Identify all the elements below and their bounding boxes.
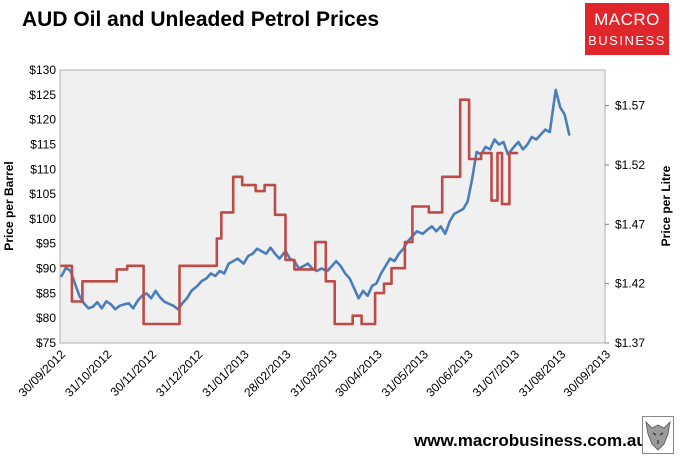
x-tick-label: 30/09/2012 <box>16 347 69 400</box>
x-tick-label: 31/10/2012 <box>62 347 115 400</box>
left-tick-label: $120 <box>29 113 56 127</box>
left-tick-label: $90 <box>36 262 56 276</box>
footer-url: www.macrobusiness.com.au <box>414 431 647 450</box>
chart-title: AUD Oil and Unleaded Petrol Prices <box>22 8 380 31</box>
wolf-logo-icon <box>642 416 674 454</box>
right-tick-label: $1.37 <box>615 336 645 350</box>
x-tick-label: 30/11/2012 <box>107 347 159 399</box>
left-tick-label: $85 <box>36 286 56 300</box>
left-tick-label: $105 <box>29 187 56 201</box>
left-tick-label: $80 <box>36 311 56 325</box>
left-tick-label: $100 <box>29 212 56 226</box>
petrol-price-line <box>60 98 519 326</box>
right-tick-label: $1.47 <box>615 217 645 231</box>
right-tick-label: $1.57 <box>615 99 645 113</box>
left-tick-label: $110 <box>30 162 56 176</box>
x-tick-label: 30/06/2013 <box>423 347 476 400</box>
macrobusiness-logo: MACRO BUSINESS <box>585 3 669 55</box>
left-tick-label: $115 <box>30 137 56 151</box>
left-tick-label: $95 <box>36 237 56 251</box>
right-axis-title: Price per Litre <box>659 165 673 246</box>
x-tick-label: 31/07/2013 <box>470 347 523 400</box>
right-tick-label: $1.52 <box>615 158 645 172</box>
left-tick-label: $125 <box>29 88 56 102</box>
x-tick-label: 31/12/2012 <box>153 347 206 400</box>
logo-line-2: BUSINESS <box>588 33 666 48</box>
left-axis: $75 $80 $85 $90 $95 $100 $105 $110 $115 $120 $125 $… <box>29 63 56 350</box>
right-axis: $1.37 $1.42 $1.47 $1.52 $1.57 <box>605 99 645 350</box>
right-tick-label: $1.42 <box>615 277 645 291</box>
x-tick-label: 31/05/2013 <box>379 347 432 400</box>
x-tick-label: 31/03/2013 <box>288 347 341 400</box>
x-tick-label: 30/04/2013 <box>332 347 385 400</box>
left-tick-label: $75 <box>36 336 56 350</box>
left-tick-label: $130 <box>29 63 56 77</box>
series-layer <box>60 88 571 326</box>
x-axis: 30/09/201231/10/201230/11/201231/12/2012… <box>16 347 614 400</box>
left-axis-title: Price per Barrel <box>2 161 16 250</box>
logo-line-1: MACRO <box>594 10 660 29</box>
x-tick-label: 31/08/2013 <box>516 347 569 400</box>
plot-area <box>59 69 606 344</box>
x-tick-label: 30/09/2013 <box>561 347 614 400</box>
